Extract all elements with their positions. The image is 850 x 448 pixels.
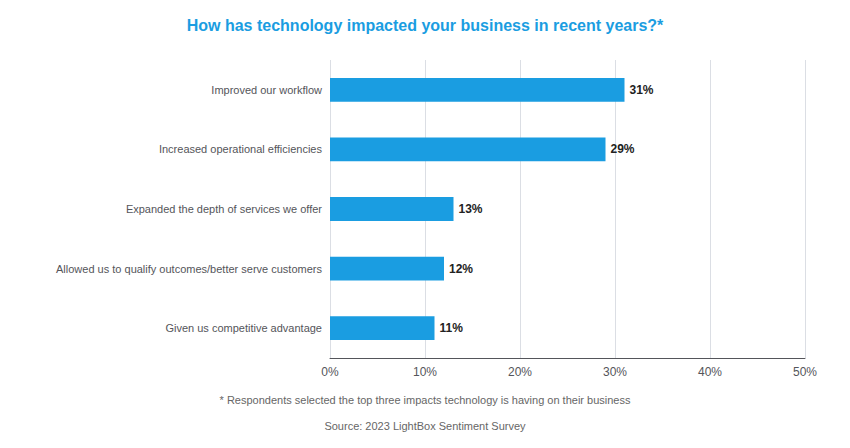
svg-text:20%: 20% xyxy=(508,365,532,379)
svg-text:How has technology impacted yo: How has technology impacted your busines… xyxy=(187,17,664,34)
svg-text:0%: 0% xyxy=(321,365,339,379)
svg-text:Increased operational efficien: Increased operational efficiencies xyxy=(159,143,323,155)
svg-text:Source: 2023 LightBox Sentimen: Source: 2023 LightBox Sentiment Survey xyxy=(324,420,526,432)
svg-text:10%: 10% xyxy=(413,365,437,379)
svg-text:12%: 12% xyxy=(449,262,473,276)
svg-text:11%: 11% xyxy=(440,321,464,335)
svg-text:30%: 30% xyxy=(603,365,627,379)
svg-text:13%: 13% xyxy=(459,202,483,216)
svg-text:Given us competitive advantage: Given us competitive advantage xyxy=(165,322,322,334)
svg-text:Allowed us to qualify outcomes: Allowed us to qualify outcomes/better se… xyxy=(56,263,322,275)
svg-text:31%: 31% xyxy=(630,83,654,97)
svg-text:50%: 50% xyxy=(793,365,817,379)
svg-text:40%: 40% xyxy=(698,365,722,379)
svg-text:29%: 29% xyxy=(611,142,635,156)
svg-text:Improved our workflow: Improved our workflow xyxy=(211,84,322,96)
svg-text:Expanded the depth of services: Expanded the depth of services we offer xyxy=(126,203,322,215)
svg-text:* Respondents selected the top: * Respondents selected the top three imp… xyxy=(220,394,631,406)
